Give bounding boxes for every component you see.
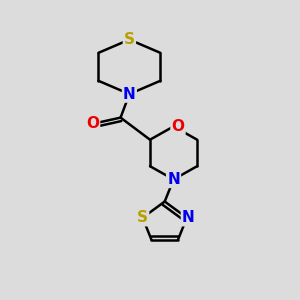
Text: N: N: [167, 172, 180, 187]
Text: O: O: [172, 119, 184, 134]
Text: N: N: [123, 87, 136, 102]
Text: O: O: [86, 116, 99, 131]
Text: S: S: [124, 32, 135, 47]
Text: N: N: [182, 210, 195, 225]
Text: S: S: [137, 210, 148, 225]
